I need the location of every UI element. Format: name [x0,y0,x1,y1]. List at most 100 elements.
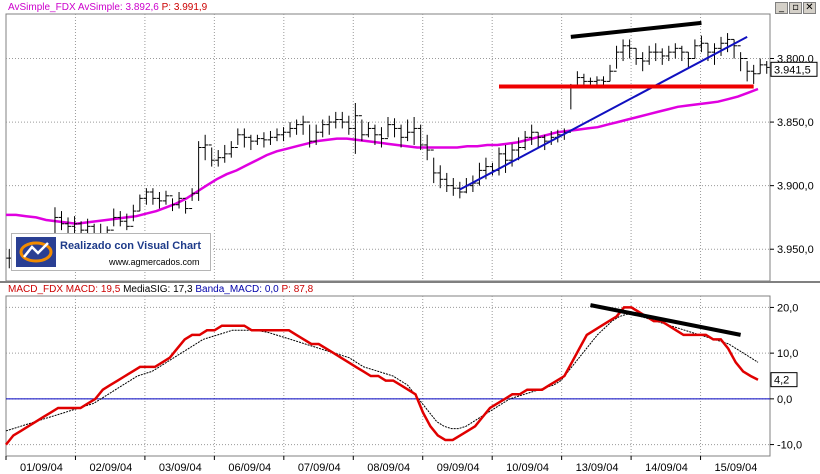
banda-label: Banda_MACD: [195,284,263,295]
ohlc-bar [626,39,633,59]
macd-panel-frame [5,295,771,457]
ohlc-bar [613,45,620,72]
ohlc-bar [724,33,731,53]
ohlc-bar [620,39,627,62]
ohlc-bar [326,115,333,135]
ohlc-bar [685,51,692,69]
ohlc-bar [339,111,346,129]
ohlc-bar [737,45,744,72]
ohlc-bar [502,144,509,173]
logo-url: www.agmercados.com [109,257,200,267]
ohlc-bar [254,134,261,145]
banda-value: 0,0 [264,284,279,295]
ohlc-bar [345,115,352,135]
price-p-label: P: [161,2,172,13]
macd-y-tick-label: 10,0 [777,348,798,360]
ohlc-bar [665,45,672,62]
x-tick-label: 01/09/04 [20,462,63,474]
ohlc-bar [607,64,614,82]
last-price-label: 3.941,5 [774,64,811,76]
blue-trendline [459,36,748,191]
ohlc-bar [437,165,444,189]
ohlc-bar [117,211,124,227]
ohlc-bar [130,204,137,227]
ohlc-bar [247,134,254,151]
ohlc-bar [398,124,405,148]
price-p-value: 3.991,9 [173,2,208,13]
signal-value: 17,3 [173,284,193,295]
ohlc-bar [84,218,91,234]
ohlc-bar [215,150,222,167]
ohlc-bar [744,58,751,82]
ohlc-bar [176,192,183,209]
x-tick-label: 02/09/04 [89,462,132,474]
macd-y-tick-label: 20,0 [777,302,798,314]
ohlc-bar [424,134,431,161]
ohlc-bar [202,134,209,161]
x-tick-label: 06/09/04 [228,462,271,474]
ohlc-bar [300,115,307,135]
ohlc-bar [358,115,365,142]
ohlc-bar [332,111,339,129]
ohlc-bar [404,119,411,142]
ohlc-bar [698,35,705,53]
close-button[interactable]: ✕ [803,2,816,14]
macd-panel-header: MACD_FDX MACD: 19,5 MediaSIG: 17,3 Banda… [8,284,313,295]
ohlc-bar [541,134,548,151]
logo-text: Realizado con Visual Chart [60,240,202,252]
price-panel-header: AvSimple_FDX AvSimple: 3.892,6 P: 3.991,… [8,2,207,13]
last-macd-tag [770,372,798,388]
ohlc-bar [639,52,646,72]
ohlc-bar [123,213,130,231]
ohlc-bar [228,141,235,158]
ohlc-bar [476,162,483,186]
ohlc-bar [443,172,450,192]
ohlc-bar [273,128,280,142]
x-tick-label: 10/09/04 [506,462,549,474]
ohlc-bar [580,73,587,87]
ohlc-bar [319,119,326,138]
ohlc-bar [156,192,163,209]
macd-line [5,306,759,446]
ohlc-bar [287,122,294,138]
x-tick-label: 13/09/04 [576,462,619,474]
axis-layer: 3.950,03.900,03.850,03.800,020,010,00,0-… [5,54,818,474]
price-y-tick-label: 3.850,0 [777,117,814,129]
ohlc-bar [136,194,143,212]
ohlc-bar [352,103,359,154]
macd-series-name: MACD_FDX [8,284,64,295]
x-tick-label: 03/09/04 [159,462,202,474]
visual-chart-logo: Realizado con Visual Chart www.agmercado… [11,233,211,271]
ohlc-bar [371,124,378,145]
x-tick-label: 09/09/04 [437,462,480,474]
price-y-tick-label: 3.900,0 [777,181,814,193]
price-sma-value: 3.892,6 [125,2,159,13]
ohlc-bar [58,211,65,231]
ohlc-bar [450,178,457,196]
visual-chart-logo-icon [16,237,56,267]
ohlc-bar [208,144,215,167]
macd-layer [5,303,770,446]
last-price-tag [770,61,818,77]
restore-button[interactable]: ▫ [789,2,802,14]
ohlc-bar [241,128,248,148]
ohlc-bar [646,45,653,65]
ohlc-bar [417,124,424,151]
macd-label: MACD: [65,284,99,295]
ohlc-bar [652,43,659,62]
ohlc-bar [535,131,542,148]
ohlc-bar [221,144,228,163]
ohlc-bar [293,119,300,135]
x-tick-label: 14/09/04 [645,462,688,474]
price-sma-label: AvSimple: [77,2,123,13]
minimize-button[interactable]: _ [775,2,788,14]
ohlc-bar [385,116,391,140]
x-tick-label: 07/09/04 [298,462,341,474]
signal-label: MediaSIG: [123,284,171,295]
ohlc-bar [672,43,679,59]
x-tick-label: 08/09/04 [367,462,410,474]
ohlc-bar [391,118,398,138]
ohlc-bar [267,130,274,145]
ohlc-bar [522,130,529,151]
ohlc-bar [456,181,463,199]
